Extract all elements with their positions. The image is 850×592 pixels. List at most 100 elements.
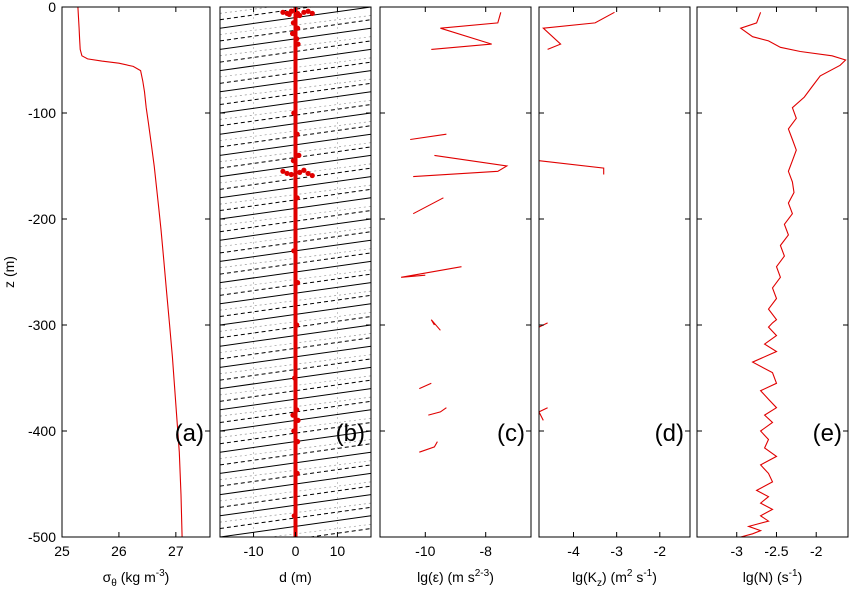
scatter-point [305,8,311,14]
panel-label: (a) [175,420,204,447]
scatter-point [295,41,301,47]
scatter-point [290,158,297,164]
guide-line [220,146,371,169]
guide-line [220,358,371,381]
scatter-point [288,8,294,14]
guide-line [220,400,371,424]
guide-line [220,104,371,127]
scatter-point [305,170,311,177]
scatter-point [294,439,301,445]
x-tick-label: 27 [168,543,184,559]
scatter-point [291,248,297,254]
y-tick-label: -100 [28,105,56,121]
scatter-point [297,12,303,19]
scatter-point [294,322,300,328]
panel-c: -10 -8 (c) lg(ε) (m s2-3) [379,6,532,585]
guide-line [220,210,371,233]
y-tick-label: -200 [28,211,56,227]
x-tick-label: -2.5 [764,543,788,559]
y-axis-label: z (m) [1,256,17,288]
x-axis-label: σθ (kg m-3) [103,568,170,589]
guide-line [220,316,371,339]
series-line [419,382,432,390]
guide-line [220,443,371,466]
scatter-point [294,470,300,476]
x-tick-label: -2 [654,543,667,559]
data-marks [739,12,847,537]
scatter-point [294,407,300,413]
x-tick-label: -3 [731,543,744,559]
scatter-point [309,172,315,179]
guide-line [220,167,371,190]
x-tick-label: 26 [111,543,127,559]
panel-a: 25 26 27 (a) σθ (kg m-3) [54,6,211,589]
y-tick-label: 0 [48,0,56,15]
panel-label: (d) [655,420,684,447]
data-marks [539,11,615,421]
scatter-point [294,195,300,201]
scatter-point [301,167,307,173]
x-axis-label: lg(N) (s-1) [743,568,802,585]
guide-line [220,40,371,63]
series-line [428,407,447,416]
axes-frame [696,6,849,538]
x-tick-label: -10 [243,543,263,559]
series-line [77,7,183,537]
scatter-point [290,20,297,26]
guide-line [220,125,371,148]
panel-e: -3 -2.5 -2 (e) lg(N) (s-1) [696,6,849,585]
panel-label: (e) [813,420,842,447]
data-marks [77,7,183,537]
series-line [419,441,438,453]
series-line [542,11,615,50]
panel-b: -10 0 10 (b) d (m) [219,6,372,585]
series-line [430,319,441,331]
scatter-point [291,110,297,116]
guide-line [220,252,371,275]
guide-line [220,422,371,445]
guide-line [220,506,371,530]
scatter-point [294,280,301,286]
series-line [431,12,502,50]
scatter-point [294,131,300,137]
y-tick-label: -400 [28,423,56,439]
scatter-point [280,9,286,15]
x-tick-label: 10 [330,543,346,559]
y-tick-label: -500 [28,529,56,545]
x-tick-label: -8 [479,543,492,559]
series-line [413,154,509,178]
panels: 25 26 27 (a) σθ (kg m-3) -10 0 10 (b) d (m) -10 -8 (… [54,6,849,589]
scatter-point [297,169,303,175]
data-marks [401,12,509,453]
scatter-point [301,9,307,15]
x-axis-label: d (m) [279,569,312,585]
scatter-point [291,513,297,519]
scatter-point [295,417,301,423]
scatter-point [294,36,300,42]
x-tick-label: 0 [292,543,300,559]
axes-frame [61,6,211,538]
guide-line [220,231,371,254]
guide-line [220,188,371,212]
x-axis-label: lg(Kz) (m2 s-1) [572,568,657,589]
x-tick-label: 25 [54,543,70,559]
series-line [539,407,548,421]
guide-line [220,7,274,14]
guide-line [307,528,371,537]
scatter-point [280,168,286,174]
data-marks [280,8,315,519]
x-axis-label: lg(ε) (m s2-3) [417,568,494,585]
series-line [412,197,444,215]
guide-line [220,485,371,508]
series-line [410,133,447,141]
guide-line [220,82,371,106]
panel-label: (b) [336,420,365,447]
axes-frame [379,6,532,538]
scatter-point [291,428,297,434]
guide-line [220,379,371,402]
x-tick-label: -3 [610,543,623,559]
y-tick-label: -300 [28,317,56,333]
panel-label: (c) [497,420,525,447]
x-tick-label: -2 [810,543,823,559]
guide-line [220,337,371,360]
